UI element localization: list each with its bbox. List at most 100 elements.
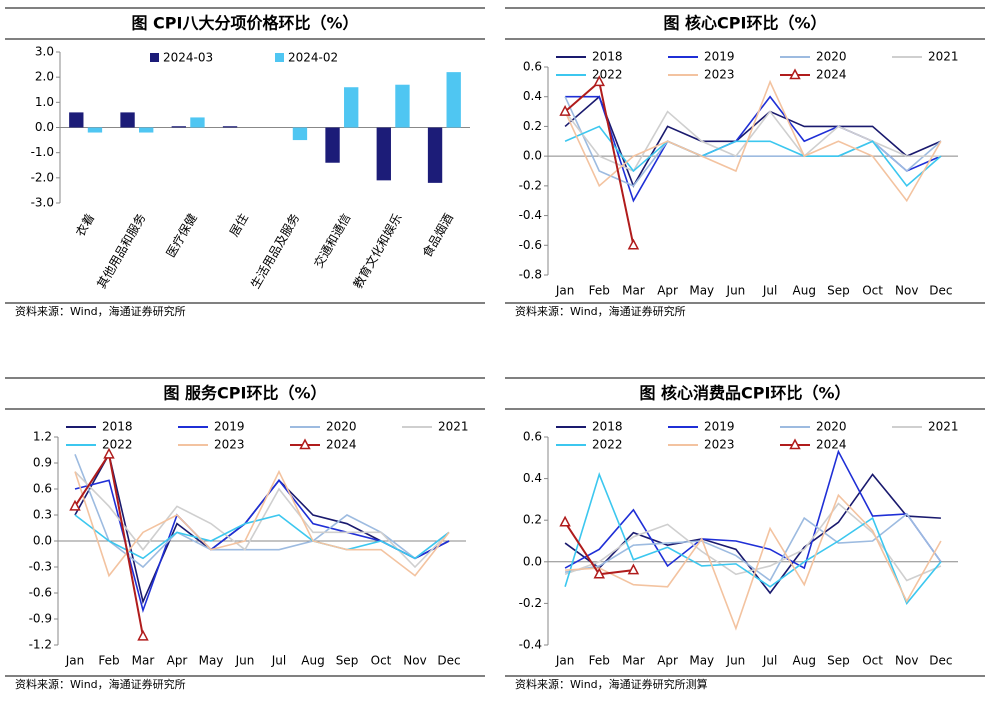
y-tick-label: -0.4: [519, 208, 542, 222]
legend-label: 2021: [928, 50, 959, 64]
legend-label: 2021: [928, 420, 959, 434]
legend-label: 2022: [592, 68, 623, 82]
series-marker: [593, 75, 605, 87]
x-tick-label: Dec: [437, 654, 460, 668]
x-tick-label: Oct: [371, 654, 392, 668]
legend-label: 2024: [326, 438, 357, 452]
y-tick-label: 0.6: [523, 430, 542, 444]
legend-label: 2024: [816, 68, 847, 82]
bar: [171, 126, 186, 128]
y-tick-label: 0.6: [33, 482, 52, 496]
legend-marker: [789, 68, 801, 80]
x-tick-label: Feb: [98, 654, 119, 668]
y-tick-label: -0.4: [519, 638, 542, 652]
source-note: 资料来源：Wind，海通证券研究所测算: [515, 677, 708, 691]
bar: [446, 72, 461, 128]
legend-label: 2018: [592, 420, 623, 434]
bar: [325, 127, 340, 163]
chart-title: 图 CPI八大分项价格环比（%）: [131, 14, 358, 33]
x-tick-label: Jun: [726, 284, 746, 298]
series-marker: [593, 567, 605, 579]
bar: [427, 127, 443, 183]
x-tick-label: Aug: [793, 654, 816, 668]
bar: [292, 127, 308, 141]
legend-label: 2018: [592, 50, 623, 64]
x-tick-label: 教育文化和娱乐: [350, 211, 405, 291]
chart-panel: 图 核心CPI环比（%） 资料来源：Wind，海通证券研究所 0.6 0.4 0.2 0.…: [505, 7, 985, 318]
y-tick-label: -0.6: [29, 586, 52, 600]
bar: [190, 117, 205, 128]
y-tick-label: 0.2: [523, 119, 542, 133]
x-tick-label: Feb: [589, 284, 610, 298]
bar: [120, 112, 135, 128]
legend-label: 2023: [704, 68, 735, 82]
bar: [139, 127, 154, 133]
y-tick-label: 0.4: [523, 89, 542, 103]
x-tick-label: 其他用品和服务: [94, 211, 149, 291]
legend-marker: [299, 438, 311, 450]
y-tick-label: 1.2: [33, 430, 52, 444]
series-marker: [559, 515, 571, 527]
x-tick-label: Jun: [235, 654, 255, 668]
x-tick-label: Apr: [167, 654, 188, 668]
legend-label: 2023: [704, 438, 735, 452]
x-tick-label: Jul: [271, 654, 286, 668]
x-tick-label: May: [689, 654, 714, 668]
x-tick-label: Jul: [762, 284, 777, 298]
series-line: [565, 493, 942, 631]
x-tick-label: 居住: [227, 211, 251, 239]
x-tick-label: Sep: [827, 654, 850, 668]
x-tick-label: May: [689, 284, 714, 298]
chart-title: 图 服务CPI环比（%）: [163, 384, 326, 403]
series-marker: [627, 238, 640, 250]
chart-title: 图 核心消费品CPI环比（%）: [639, 384, 850, 403]
y-tick-label: 0.2: [523, 513, 542, 527]
bar: [69, 112, 84, 128]
series-line: [74, 514, 450, 560]
bar: [87, 127, 103, 133]
y-tick-label: 0.0: [35, 120, 54, 134]
series-marker: [137, 629, 149, 641]
y-tick-label: 0.4: [523, 471, 542, 485]
series-line: [564, 125, 942, 188]
y-tick-label: 0.6: [523, 60, 542, 74]
y-tick-label: 1.0: [35, 95, 54, 109]
y-tick-label: -0.8: [519, 268, 542, 282]
x-tick-label: 衣着: [72, 211, 97, 239]
source-note: 资料来源：Wind，海通证券研究所: [515, 304, 686, 318]
bar: [376, 127, 391, 181]
x-tick-label: Dec: [929, 284, 952, 298]
x-tick-label: Nov: [895, 654, 918, 668]
x-tick-label: Nov: [895, 284, 918, 298]
x-tick-label: Sep: [827, 284, 850, 298]
legend-label: 2018: [102, 420, 133, 434]
series-line: [564, 79, 942, 203]
x-tick-label: Mar: [622, 654, 645, 668]
y-tick-label: 0.0: [33, 534, 52, 548]
y-tick-label: 3.0: [35, 45, 54, 59]
chart-panel: 图 核心消费品CPI环比（%） 资料来源：Wind，海通证券研究所测算 0.6 0.4…: [505, 377, 985, 691]
x-tick-label: Jan: [65, 654, 85, 668]
x-tick-label: 医疗保健: [164, 211, 200, 260]
series-line: [564, 110, 941, 173]
legend-label: 2020: [816, 420, 847, 434]
x-tick-label: Oct: [862, 654, 883, 668]
x-tick-label: Jul: [762, 654, 777, 668]
series-line: [564, 96, 942, 187]
y-tick-label: 0.0: [523, 554, 542, 568]
series-line: [564, 473, 941, 595]
x-tick-label: Sep: [336, 654, 359, 668]
series-marker: [559, 104, 571, 116]
series-line: [74, 452, 450, 605]
series-line: [564, 79, 635, 246]
x-tick-label: Jun: [726, 654, 746, 668]
series-marker: [103, 447, 115, 459]
legend-swatch: [150, 53, 159, 62]
series-line: [564, 512, 942, 582]
y-tick-label: -0.3: [29, 560, 52, 574]
bar: [222, 126, 238, 128]
bar: [344, 87, 359, 128]
y-tick-label: -2.0: [31, 170, 54, 184]
series-line: [564, 449, 942, 570]
legend-label: 2023: [214, 438, 245, 452]
